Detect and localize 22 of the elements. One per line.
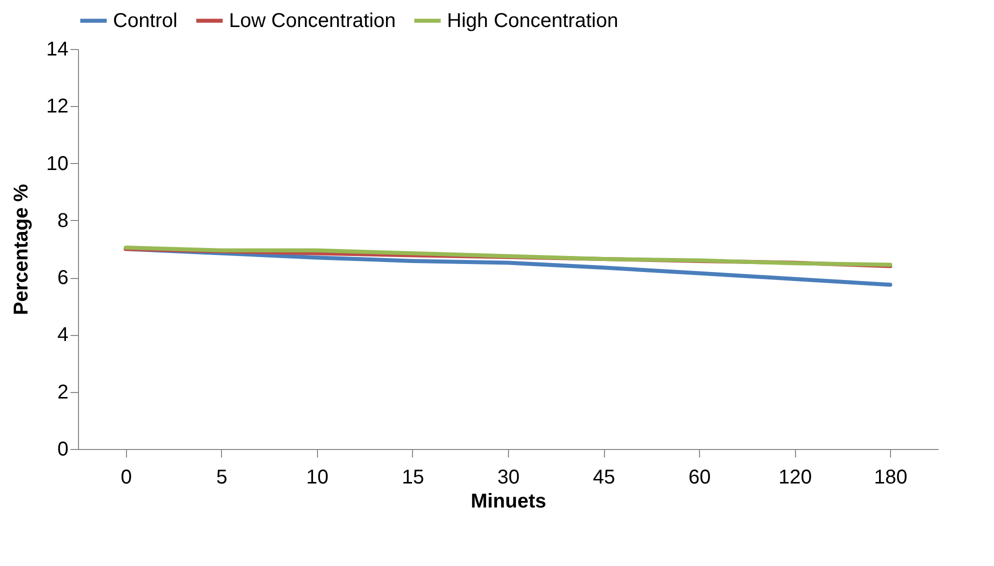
x-tick-label: 10: [306, 466, 329, 488]
y-tick-label: 10: [46, 152, 68, 175]
x-tick-label: 180: [874, 466, 908, 488]
x-tick-label: 45: [592, 466, 616, 488]
x-tick-label: 120: [778, 466, 812, 488]
y-tick-label: 8: [57, 210, 68, 232]
x-tick-label: 0: [120, 466, 132, 488]
legend-label: High Concentration: [447, 10, 618, 32]
legend-label: Low Concentration: [229, 10, 396, 32]
y-tick-label: 4: [57, 324, 68, 346]
y-tick-label: 12: [46, 96, 68, 118]
y-tick-label: 6: [57, 267, 68, 290]
y-tick-label: 2: [57, 381, 68, 404]
x-tick-label: 60: [688, 466, 711, 488]
y-axis-title: Percentage %: [10, 184, 32, 316]
x-tick-label: 5: [216, 466, 228, 488]
x-axis-title: Minuets: [470, 490, 546, 512]
y-tick-label: 14: [46, 38, 68, 60]
legend-label: Control: [113, 10, 178, 32]
x-tick-label: 30: [497, 466, 520, 488]
y-tick-label: 0: [57, 438, 68, 460]
x-tick-label: 15: [402, 466, 424, 488]
